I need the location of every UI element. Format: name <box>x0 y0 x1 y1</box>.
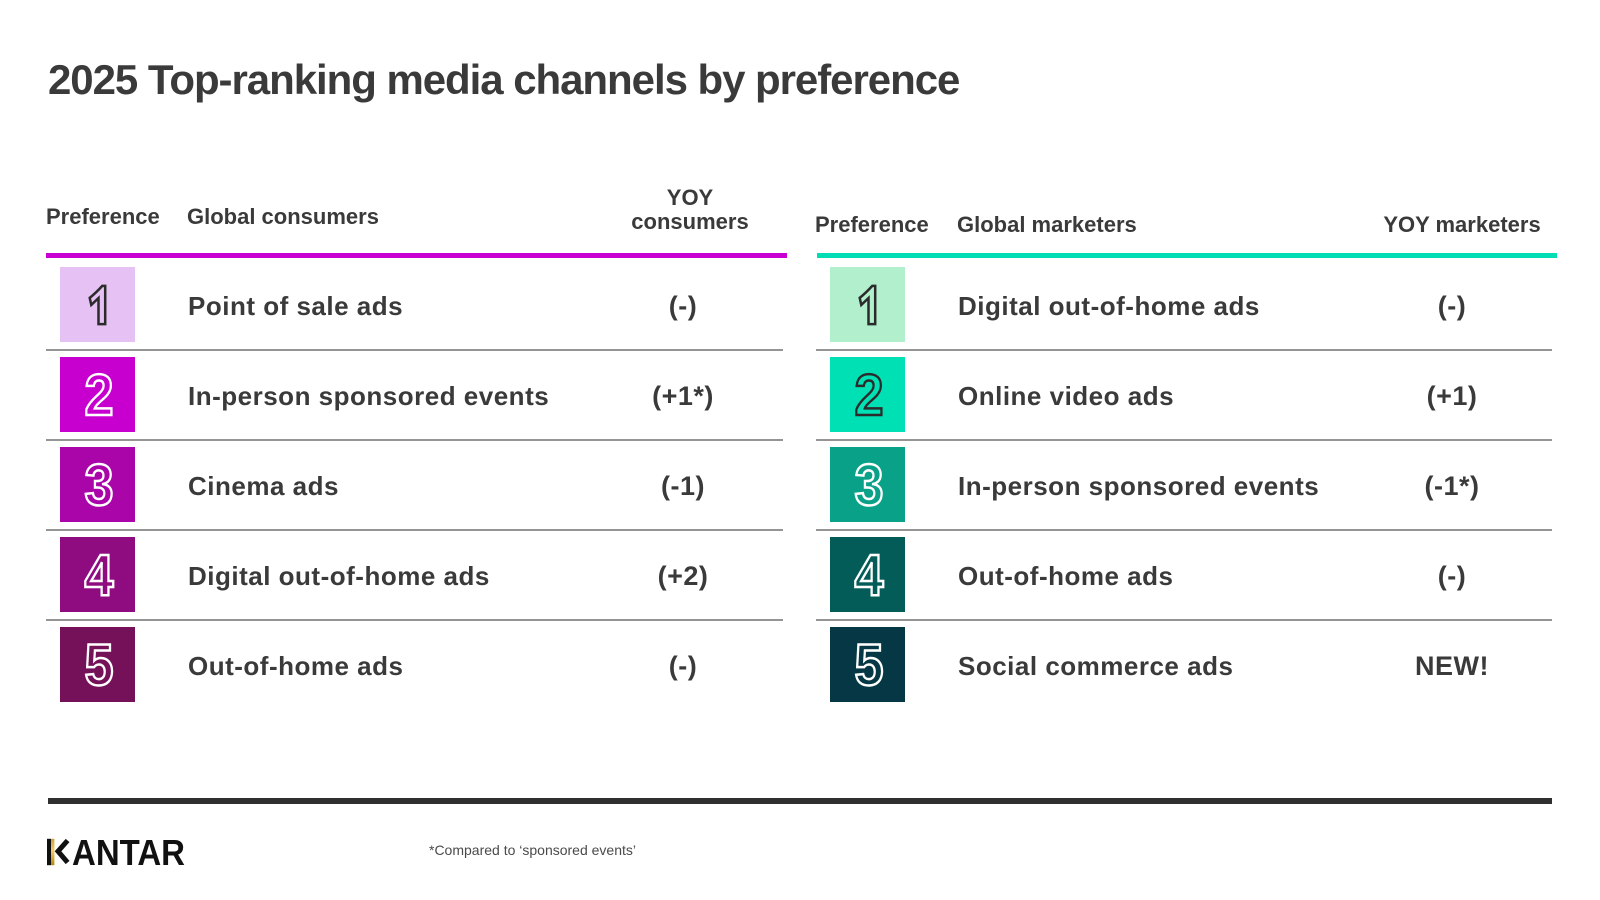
svg-text:ANTAR: ANTAR <box>72 835 185 867</box>
